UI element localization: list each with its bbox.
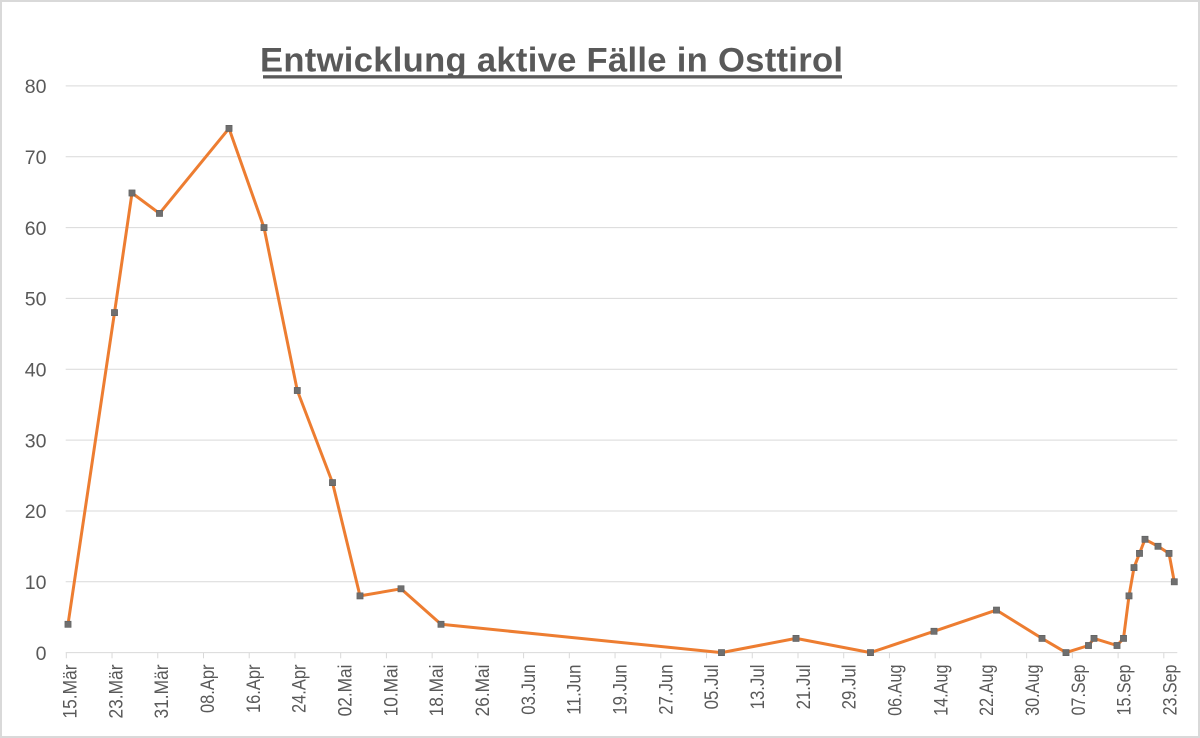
svg-text:23.Mär: 23.Mär: [106, 664, 127, 719]
svg-text:06.Aug: 06.Aug: [885, 665, 906, 716]
svg-text:50: 50: [25, 289, 47, 311]
svg-text:60: 60: [25, 218, 47, 240]
svg-text:13.Jul: 13.Jul: [748, 665, 769, 710]
svg-text:26.Mai: 26.Mai: [473, 665, 494, 717]
svg-text:27.Jun: 27.Jun: [656, 665, 677, 715]
svg-text:29.Jul: 29.Jul: [840, 665, 861, 710]
svg-text:Entwicklung aktive Fälle in Os: Entwicklung aktive Fälle in Osttirol: [260, 42, 843, 80]
svg-text:70: 70: [25, 147, 47, 169]
svg-text:22.Aug: 22.Aug: [977, 665, 998, 716]
svg-text:16.Apr: 16.Apr: [244, 664, 265, 713]
svg-text:15.Sep: 15.Sep: [1115, 665, 1136, 716]
svg-text:05.Jul: 05.Jul: [702, 665, 723, 710]
svg-text:11.Jun: 11.Jun: [565, 665, 586, 715]
svg-text:23.Sep: 23.Sep: [1160, 665, 1181, 716]
svg-text:14.Aug: 14.Aug: [931, 665, 952, 716]
svg-text:20: 20: [25, 501, 47, 523]
svg-text:24.Apr: 24.Apr: [290, 664, 311, 713]
svg-text:03.Jun: 03.Jun: [519, 665, 540, 715]
svg-text:02.Mai: 02.Mai: [335, 665, 356, 717]
svg-text:40: 40: [25, 359, 47, 381]
svg-text:30: 30: [25, 430, 47, 452]
svg-text:19.Jun: 19.Jun: [610, 665, 631, 715]
svg-text:18.Mai: 18.Mai: [427, 665, 448, 717]
svg-text:07.Sep: 07.Sep: [1069, 665, 1090, 716]
svg-text:08.Apr: 08.Apr: [198, 664, 219, 713]
svg-text:30.Aug: 30.Aug: [1023, 665, 1044, 716]
svg-text:10: 10: [25, 572, 47, 594]
svg-text:21.Jul: 21.Jul: [794, 665, 815, 710]
svg-text:31.Mär: 31.Mär: [152, 664, 173, 719]
svg-text:15.Mär: 15.Mär: [61, 664, 82, 719]
svg-text:10.Mai: 10.Mai: [381, 665, 402, 717]
svg-text:0: 0: [36, 643, 47, 665]
svg-text:80: 80: [25, 76, 47, 98]
